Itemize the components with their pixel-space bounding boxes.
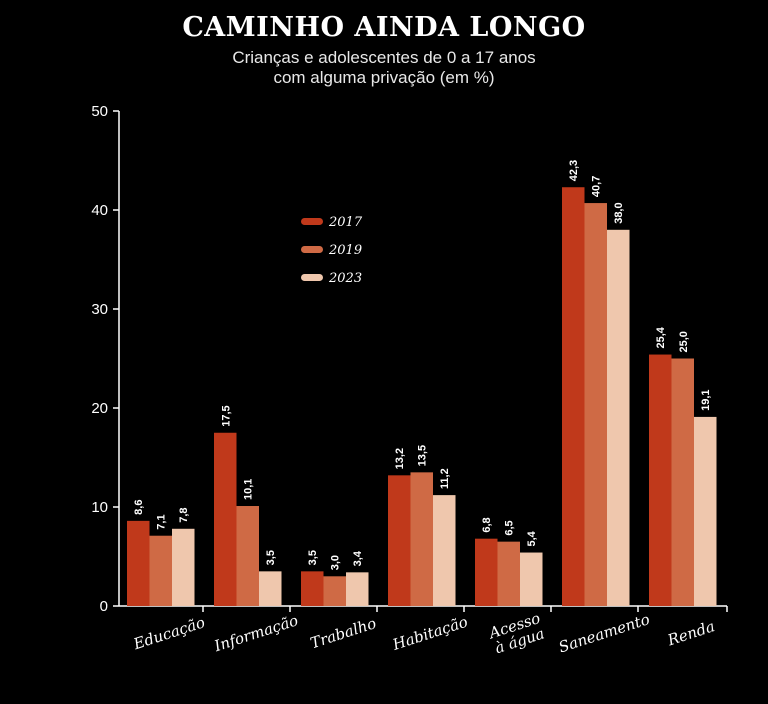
bar	[694, 416, 717, 606]
data-label: 7,8	[178, 507, 190, 522]
bar	[671, 358, 694, 606]
data-label: 6,5	[504, 520, 516, 535]
legend: 2017 2019 2023	[301, 215, 363, 286]
category-label: Acessoà água	[485, 609, 547, 658]
bar	[172, 528, 195, 606]
bar	[301, 571, 324, 606]
category-label: Trabalho	[308, 614, 378, 652]
bar	[410, 472, 433, 606]
bar	[388, 475, 411, 606]
data-label: 17,5	[220, 405, 232, 426]
bar	[520, 552, 543, 606]
legend-swatch	[301, 274, 323, 281]
category-label: Habitação	[389, 613, 469, 654]
chart-title: CAMINHO AINDA LONGO	[182, 12, 586, 43]
data-label: 5,4	[526, 530, 538, 546]
data-label: 6,8	[481, 517, 493, 532]
data-label: 19,1	[700, 389, 712, 410]
bar	[323, 576, 346, 606]
data-label: 13,2	[394, 448, 406, 469]
y-tick-label: 30	[91, 301, 108, 318]
data-label: 3,5	[307, 550, 319, 565]
data-label: 3,0	[330, 555, 342, 570]
bar	[584, 203, 607, 606]
bar	[475, 538, 498, 606]
y-tick-label: 20	[91, 400, 108, 417]
data-label: 42,3	[568, 160, 580, 181]
data-label: 8,6	[133, 500, 145, 515]
y-tick-label: 0	[100, 598, 108, 615]
category-label-line: Renda	[664, 617, 717, 649]
data-label: 10,1	[243, 479, 255, 500]
data-label: 3,4	[352, 550, 364, 566]
category-label-line: Educação	[130, 613, 207, 653]
axes: 0 10 20 30 40 50	[91, 103, 728, 615]
bar	[236, 506, 259, 606]
bar	[649, 354, 672, 606]
legend-label: 2017	[328, 215, 363, 230]
legend-swatch	[301, 218, 323, 225]
bar	[149, 535, 172, 606]
category-label: Renda	[664, 617, 717, 649]
subtitle-line-2: com alguma privação (em %)	[273, 68, 495, 87]
category-label-line: Saneamento	[556, 610, 651, 656]
bars: 8,6 7,1 7,8 Educação 17,5 10,1 3,5 Informação 3,…	[127, 160, 717, 658]
category-label: Educação	[130, 613, 207, 653]
bar	[127, 520, 150, 606]
category-label-line: Informação	[211, 611, 300, 655]
category-label: Informação	[211, 611, 300, 655]
y-tick-label: 10	[91, 499, 108, 516]
legend-label: 2019	[328, 243, 362, 258]
legend-label: 2023	[328, 271, 362, 286]
bar	[433, 495, 456, 606]
y-tick-label: 40	[91, 202, 108, 219]
chart-subtitle: Crianças e adolescentes de 0 a 17 anos c…	[0, 48, 768, 88]
bar	[214, 432, 237, 606]
bar	[259, 571, 282, 606]
data-label: 25,0	[678, 331, 690, 352]
bar	[346, 572, 369, 606]
bar	[607, 229, 630, 607]
data-label: 38,0	[613, 202, 625, 223]
y-tick-label: 50	[91, 103, 108, 120]
subtitle-line-1: Crianças e adolescentes de 0 a 17 anos	[232, 48, 536, 67]
category-label-line: Habitação	[389, 613, 469, 654]
data-label: 13,5	[417, 445, 429, 466]
data-label: 40,7	[591, 176, 603, 197]
data-label: 7,1	[156, 514, 168, 529]
category-label-line: Trabalho	[308, 614, 378, 652]
data-label: 3,5	[265, 550, 277, 565]
bar	[497, 541, 520, 606]
data-label: 11,2	[439, 468, 451, 489]
bar	[562, 187, 585, 607]
data-label: 25,4	[655, 326, 667, 348]
legend-swatch	[301, 246, 323, 253]
category-label: Saneamento	[556, 610, 651, 656]
